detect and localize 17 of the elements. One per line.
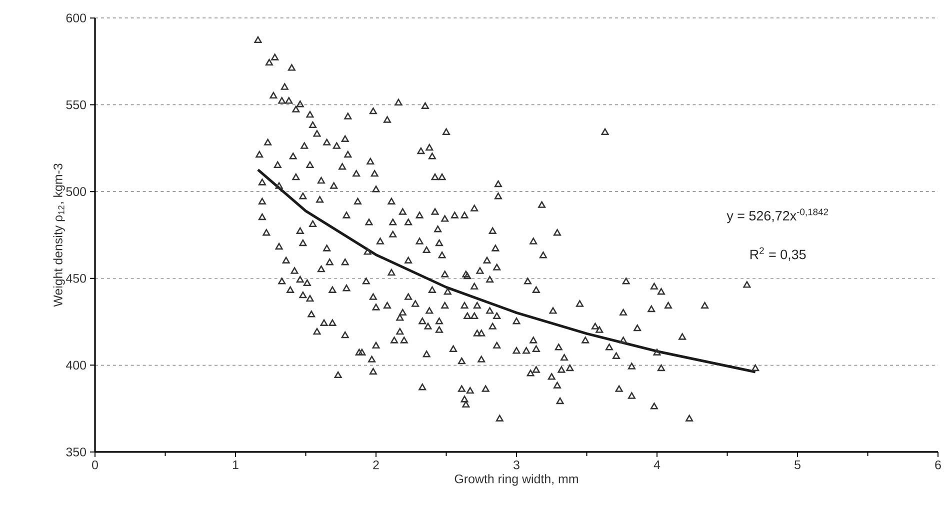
annotation: y = 526,72x$^{-0,1842}$ (726, 208, 828, 224)
y-tick-label: 500 (66, 187, 86, 196)
y-tick-label: 550 (66, 100, 86, 110)
x-tick-label: 1 (233, 460, 238, 470)
x-tick-label: 2 (373, 460, 379, 470)
x-tick-label: 3 (514, 460, 520, 470)
y-tick-label: 350 (66, 448, 86, 456)
y-tick-label: 450 (66, 274, 86, 283)
x-axis-title: Growth ring width, mm (454, 474, 578, 486)
x-tick-label: 6 (935, 460, 941, 470)
y-tick-label: 400 (66, 360, 86, 370)
annotation: R$^{2}$ = 0,35 (750, 247, 806, 261)
x-tick-label: 4 (654, 460, 660, 470)
y-axis-title: Weight density ρ$_{12}$, kgm-3 (53, 164, 65, 307)
x-tick-label: 5 (794, 460, 800, 470)
x-tick-label: 0 (92, 460, 98, 470)
y-tick-label: 600 (66, 14, 86, 22)
